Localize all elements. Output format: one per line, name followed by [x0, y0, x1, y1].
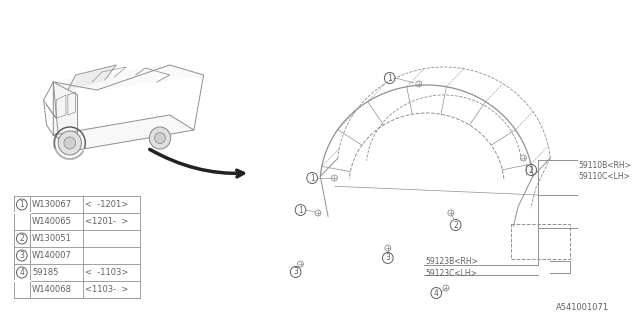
- Circle shape: [149, 127, 171, 149]
- Text: <1201-  >: <1201- >: [85, 217, 129, 226]
- Text: <1103-  >: <1103- >: [85, 285, 129, 294]
- Text: 3: 3: [385, 253, 390, 262]
- Text: <  -1103>: < -1103>: [85, 268, 129, 277]
- Text: 59123C<LH>: 59123C<LH>: [426, 268, 477, 277]
- Text: 1: 1: [19, 200, 24, 209]
- Text: W130051: W130051: [32, 234, 72, 243]
- Text: 1: 1: [387, 74, 392, 83]
- Text: 1: 1: [298, 205, 303, 214]
- Polygon shape: [53, 82, 77, 150]
- Text: 2: 2: [453, 220, 458, 229]
- Text: <  -1201>: < -1201>: [85, 200, 129, 209]
- Text: W130067: W130067: [32, 200, 72, 209]
- Text: 59185: 59185: [32, 268, 58, 277]
- Text: 3: 3: [293, 268, 298, 276]
- Text: 3: 3: [19, 251, 24, 260]
- Text: 59110C<LH>: 59110C<LH>: [579, 172, 630, 180]
- Text: 4: 4: [19, 268, 24, 277]
- Circle shape: [64, 137, 76, 149]
- Polygon shape: [53, 65, 204, 90]
- Text: 59110B<RH>: 59110B<RH>: [579, 161, 632, 170]
- Text: W140007: W140007: [32, 251, 72, 260]
- Text: A541001071: A541001071: [556, 303, 609, 312]
- Circle shape: [155, 132, 165, 143]
- Circle shape: [58, 131, 81, 155]
- Text: 59123B<RH>: 59123B<RH>: [426, 258, 479, 267]
- Text: W140065: W140065: [32, 217, 72, 226]
- Text: 2: 2: [529, 165, 534, 174]
- Text: W140068: W140068: [32, 285, 72, 294]
- Text: 1: 1: [310, 173, 314, 182]
- Polygon shape: [53, 115, 194, 150]
- Text: 4: 4: [434, 289, 438, 298]
- Text: 2: 2: [19, 234, 24, 243]
- Polygon shape: [68, 65, 116, 90]
